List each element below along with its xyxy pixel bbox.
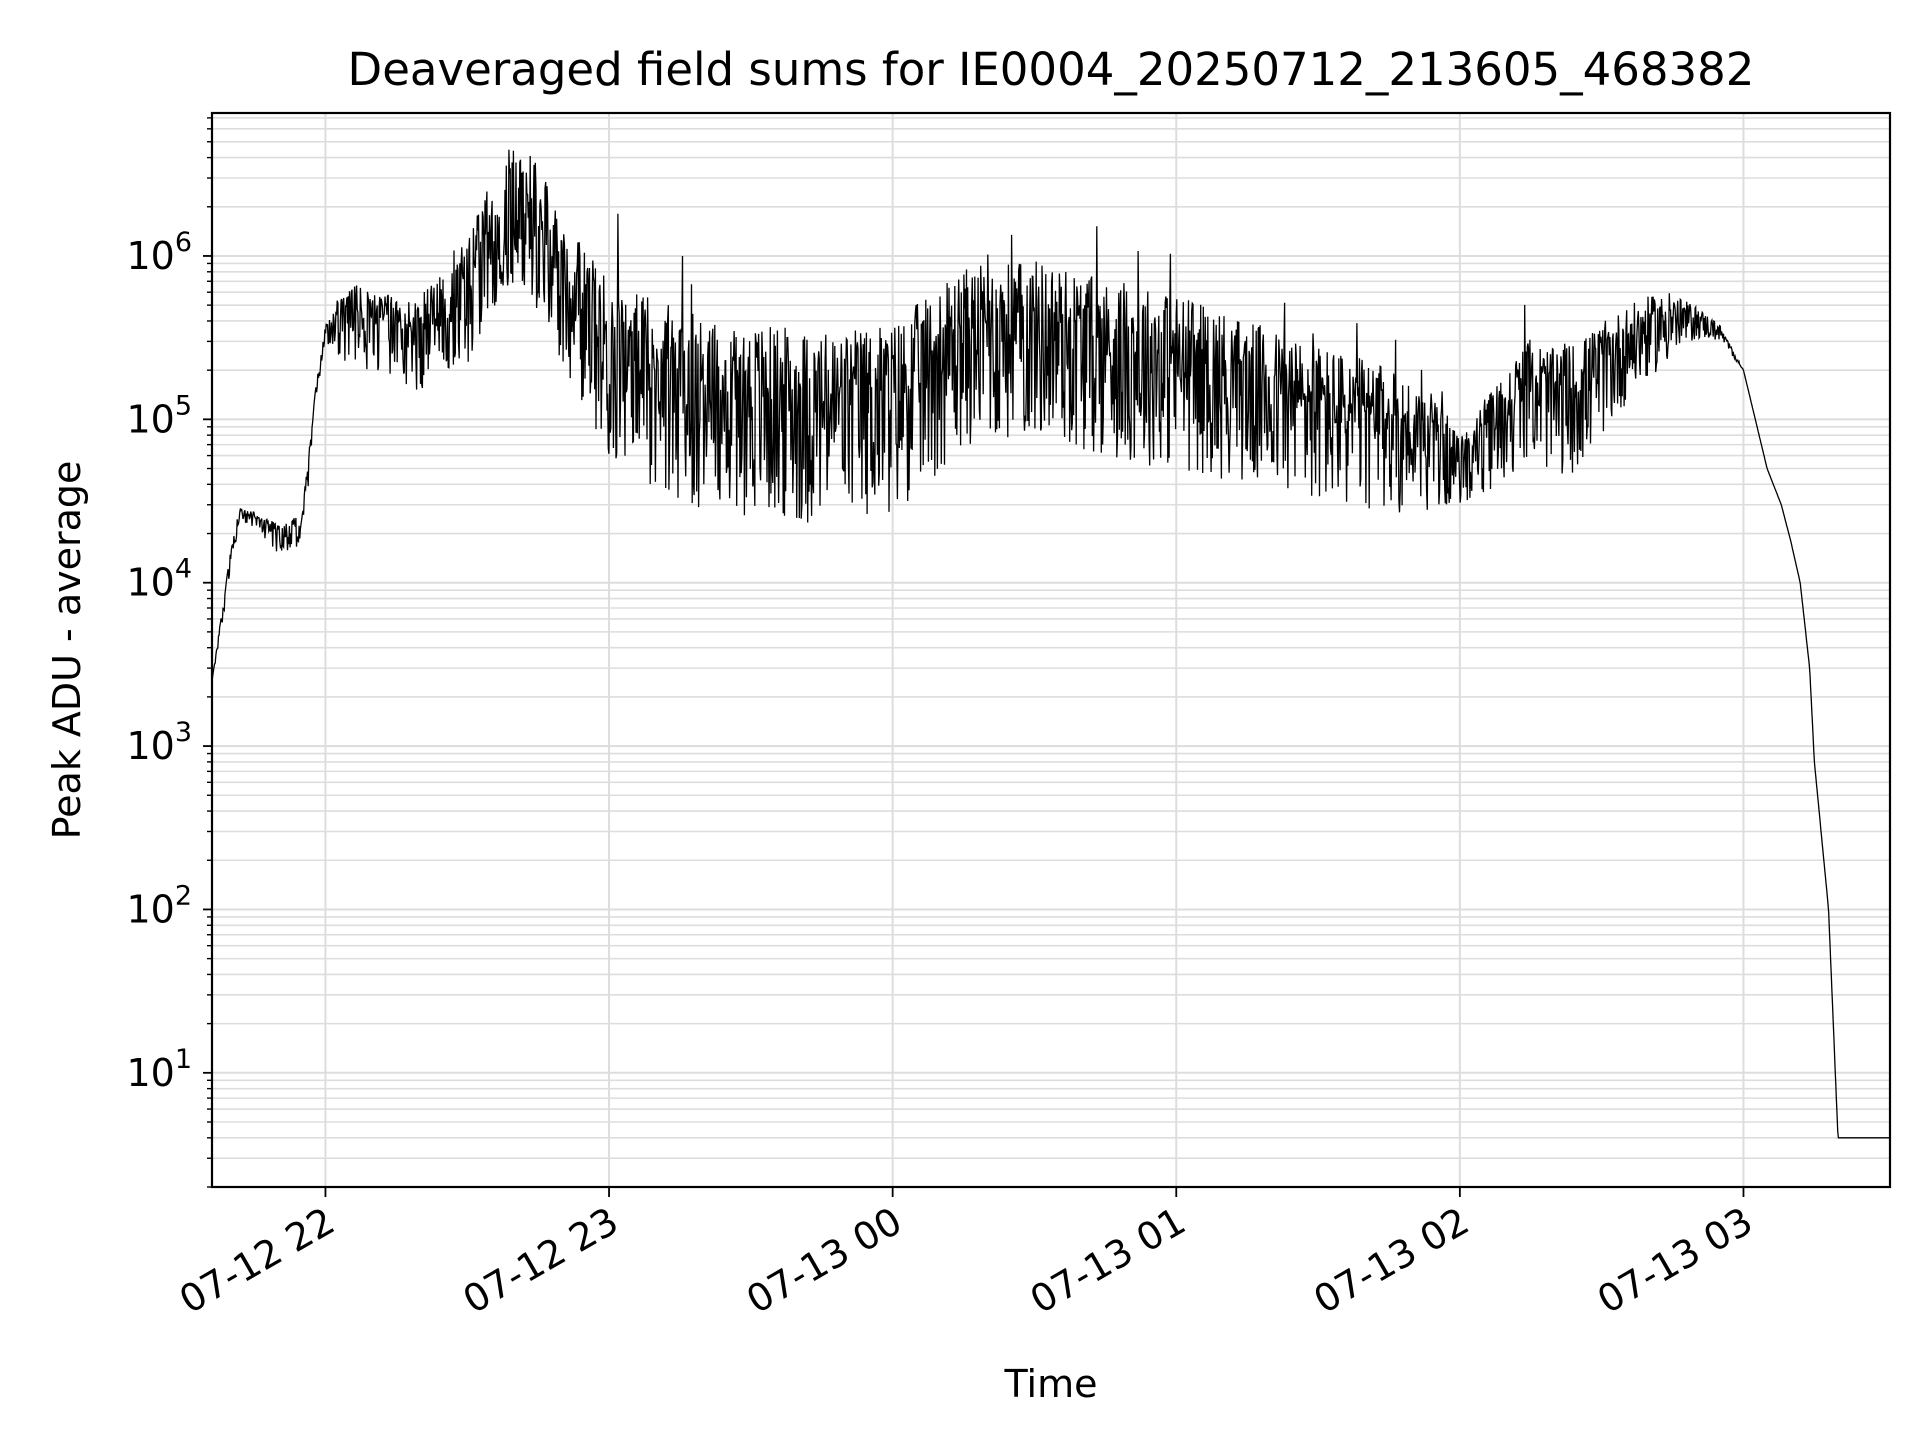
y-tick-label: 102 (126, 880, 192, 931)
grid (212, 113, 1890, 1188)
x-axis-label: Time (1004, 1362, 1098, 1406)
y-tick-label: 105 (126, 390, 192, 441)
y-tick-label: 104 (126, 554, 192, 605)
y-axis-label: Peak ADU - average (45, 461, 89, 840)
y-tick-label: 106 (126, 227, 192, 278)
y-tick-labels: 101 102 103 104 105 106 (126, 227, 192, 1095)
series-group (212, 149, 1890, 1139)
y-tick-label: 103 (126, 717, 192, 768)
series-line (212, 149, 1890, 1139)
y-tick-label: 101 (126, 1044, 192, 1095)
chart-title: Deaveraged field sums for IE0004_2025071… (348, 43, 1755, 96)
plot-frame (210, 111, 1892, 1189)
ticks (203, 117, 1745, 1197)
